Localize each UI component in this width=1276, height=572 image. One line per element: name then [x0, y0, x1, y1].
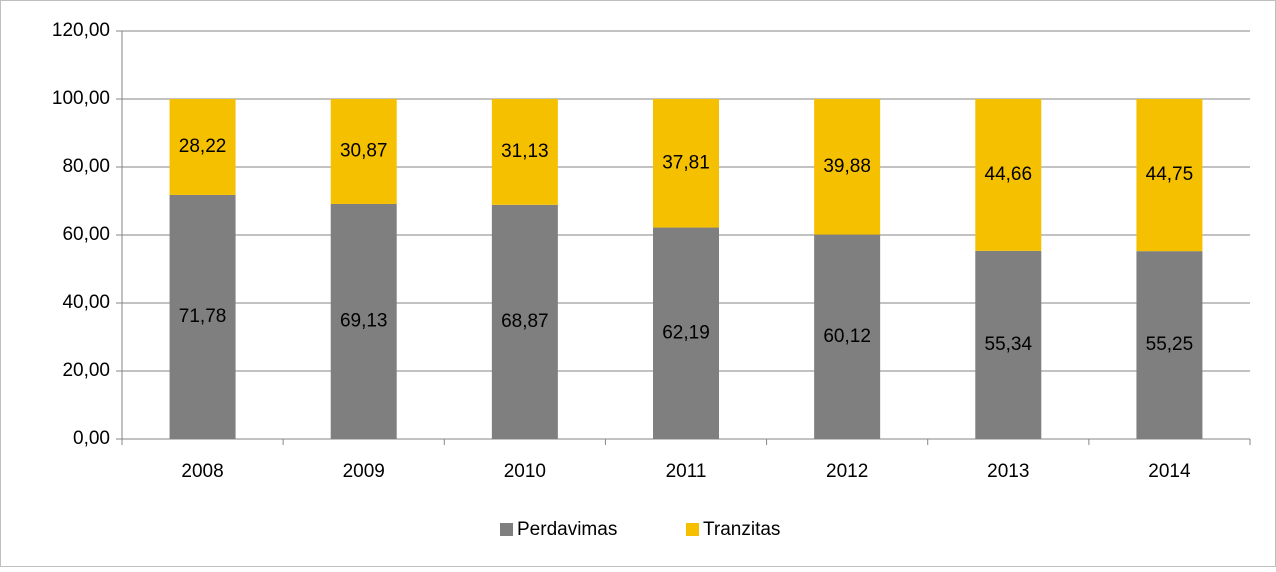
- bar-segment: [814, 234, 881, 439]
- y-tick-label: 0,00: [73, 428, 110, 449]
- data-label: 62,19: [662, 322, 710, 343]
- bar-segment: [169, 99, 236, 195]
- y-tick-label: 120,00: [52, 20, 110, 41]
- data-label: 69,13: [340, 310, 388, 331]
- data-label: 71,78: [179, 306, 227, 327]
- bar-segment: [169, 194, 236, 439]
- x-tick-label: 2011: [666, 461, 707, 482]
- x-tick-label: 2010: [504, 461, 546, 482]
- data-label: 39,88: [823, 156, 871, 177]
- bar-segment: [975, 250, 1042, 439]
- bar-segment: [814, 99, 881, 235]
- bar-segment: [1136, 99, 1203, 252]
- legend-label: Perdavimas: [517, 519, 617, 540]
- data-label: 68,87: [501, 311, 549, 332]
- data-label: 30,87: [340, 140, 388, 161]
- x-tick-label: 2013: [987, 461, 1029, 482]
- legend-label: Tranzitas: [703, 519, 780, 540]
- y-tick-label: 80,00: [62, 156, 110, 177]
- data-label: 55,34: [985, 334, 1033, 355]
- data-label: 37,81: [662, 152, 710, 173]
- x-tick-label: 2012: [826, 461, 868, 482]
- bar-segment: [330, 203, 397, 439]
- bar-segment: [491, 204, 558, 439]
- y-tick-label: 20,00: [62, 360, 110, 381]
- bar-segment: [653, 99, 719, 228]
- y-tick-label: 40,00: [62, 292, 110, 313]
- data-label: 44,66: [985, 164, 1033, 185]
- bar-segment: [1136, 251, 1203, 439]
- bar-segment: [330, 99, 397, 204]
- y-tick-label: 60,00: [62, 224, 110, 245]
- data-label: 31,13: [501, 141, 549, 162]
- x-tick-label: 2009: [343, 461, 385, 482]
- legend-swatch: [500, 523, 513, 536]
- legend-swatch: [686, 523, 699, 536]
- bar-segment: [653, 227, 719, 439]
- y-tick-label: 100,00: [52, 88, 110, 109]
- bar-segment: [491, 99, 558, 205]
- bar-segment: [975, 99, 1042, 251]
- data-label: 55,25: [1146, 334, 1194, 355]
- data-label: 28,22: [179, 136, 227, 157]
- data-label: 44,75: [1146, 164, 1194, 185]
- x-tick-label: 2008: [181, 461, 223, 482]
- x-tick-label: 2014: [1148, 461, 1191, 482]
- data-label: 60,12: [823, 326, 871, 347]
